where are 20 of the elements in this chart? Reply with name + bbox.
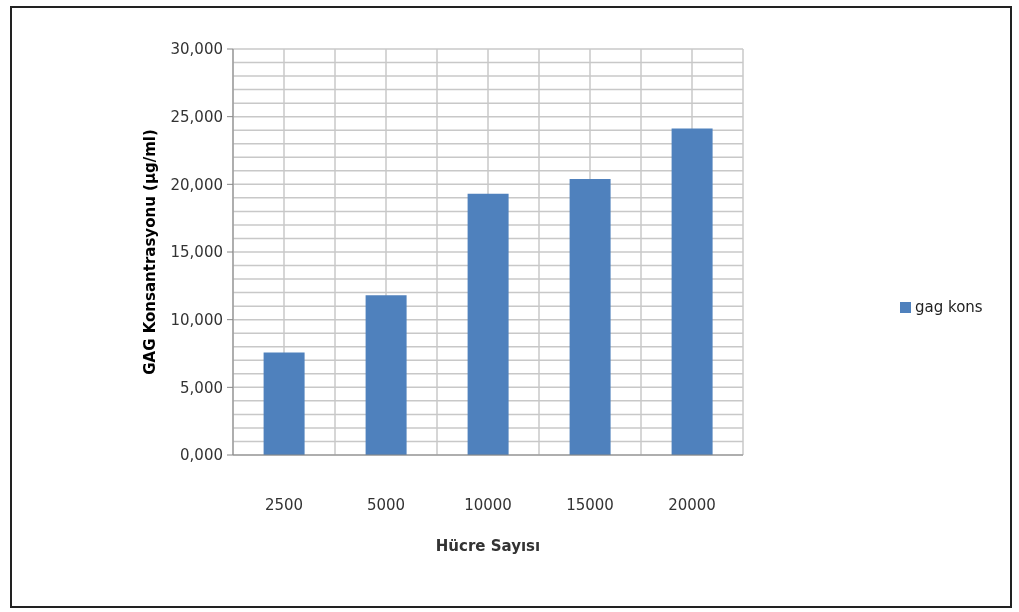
- y-tick-label: 25,000: [170, 107, 223, 126]
- x-tick-label: 15000: [566, 495, 614, 514]
- x-tick-label: 5000: [366, 495, 406, 514]
- y-axis-title: GAG Konsantrasyonu (µg/ml): [141, 129, 160, 375]
- bar: [467, 193, 509, 455]
- bar: [263, 352, 305, 455]
- y-tick-label: 0,000: [180, 446, 223, 465]
- y-tick-label: 20,000: [170, 175, 223, 194]
- bar: [671, 128, 713, 455]
- y-tick-label: 15,000: [170, 243, 223, 262]
- x-axis-title: Hücre Sayısı: [435, 537, 541, 555]
- bar: [365, 295, 407, 455]
- y-tick-label: 30,000: [170, 40, 223, 59]
- y-tick-label: 10,000: [170, 310, 223, 329]
- y-tick-label: 5,000: [180, 378, 223, 397]
- x-tick-label: 20000: [668, 495, 716, 514]
- bar: [569, 179, 611, 455]
- legend-label: gag kons: [915, 297, 983, 316]
- x-tick-label: 10000: [464, 495, 512, 514]
- x-tick-label: 2500: [264, 495, 304, 514]
